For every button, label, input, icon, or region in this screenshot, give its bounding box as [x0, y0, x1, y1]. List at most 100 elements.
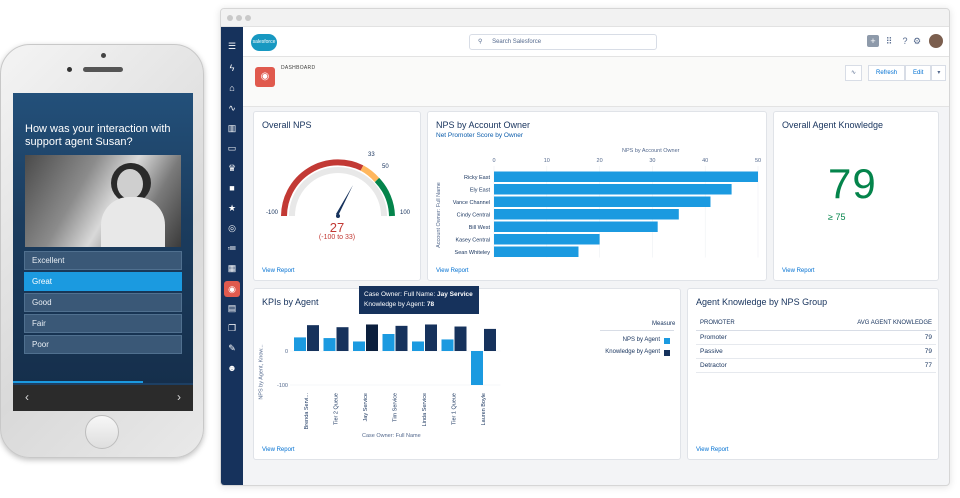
plus-icon[interactable]: +	[867, 35, 879, 47]
window-minimize-dot[interactable]	[236, 15, 242, 21]
photo-body	[101, 197, 165, 247]
window-maximize-dot[interactable]	[245, 15, 251, 21]
nps-value: 27	[329, 220, 345, 235]
option-great[interactable]: Great	[24, 272, 182, 291]
gauge-max-label: 100	[400, 210, 411, 216]
option-poor[interactable]: Poor	[24, 335, 182, 354]
chart-icon[interactable]: ▥	[227, 123, 237, 133]
x-tick-label: 10	[544, 158, 550, 164]
row-group: Passive	[700, 348, 723, 355]
window-close-dot[interactable]	[227, 15, 233, 21]
card-title: KPIs by Agent	[262, 297, 319, 307]
agent-photo	[25, 155, 181, 247]
bar-kasey-central	[494, 234, 600, 245]
survey-progress	[13, 381, 143, 383]
help-icon[interactable]: ?	[902, 36, 908, 46]
knowledge-target: ≥ 75	[828, 212, 846, 222]
gauge-band1-label: 33	[368, 152, 375, 158]
table-row[interactable]: Passive 79	[696, 345, 936, 359]
refresh-button[interactable]: Refresh	[868, 65, 906, 81]
knowledge-value: 79	[828, 160, 877, 207]
card-icon[interactable]: ▭	[227, 143, 237, 153]
phone-home-button[interactable]	[85, 415, 119, 449]
legend-swatch-knowledge	[664, 350, 670, 356]
view-report-link[interactable]: View Report	[262, 268, 295, 274]
survey-options: Excellent Great Good Fair Poor	[24, 251, 182, 356]
table-row[interactable]: Detractor 77	[696, 359, 936, 373]
gauge-min-label: -100	[266, 210, 279, 216]
card-title: Agent Knowledge by NPS Group	[696, 297, 828, 307]
category-label: Cindy Central	[457, 212, 490, 218]
calendar-icon[interactable]: ▦	[227, 263, 237, 273]
row-value: 79	[924, 348, 932, 355]
prev-arrow-icon[interactable]: ‹	[25, 390, 29, 404]
search-input[interactable]: ⚲ Search Salesforce	[469, 34, 657, 50]
col-promoter[interactable]: PROMOTER	[700, 320, 735, 326]
bar-knowledge-by-agent	[484, 328, 496, 351]
y-tick-label: 0	[285, 349, 288, 355]
chart-tooltip: Case Owner: Full Name: Jay Service Knowl…	[359, 286, 479, 314]
edit-icon[interactable]: ✎	[228, 343, 236, 353]
card-knowledge-by-nps: Agent Knowledge by NPS Group PROMOTER AV…	[687, 288, 939, 460]
dashboard-object-icon: ◉	[255, 67, 275, 87]
view-report-link[interactable]: View Report	[782, 268, 815, 274]
tooltip-owner-label: Case Owner: Full Name:	[364, 291, 437, 298]
x-tick-label: 40	[702, 158, 708, 164]
y-tick-label: -100	[277, 383, 288, 389]
next-arrow-icon[interactable]: ›	[177, 390, 181, 404]
nps-gauge	[281, 159, 395, 218]
lightning-icon[interactable]: ϟ	[229, 63, 235, 73]
bar-nps-by-agent	[471, 351, 483, 385]
bar-knowledge-by-agent	[336, 327, 349, 351]
salesforce-logo[interactable]: salesforce	[251, 34, 277, 51]
briefcase-icon[interactable]: ■	[229, 183, 235, 193]
view-report-link[interactable]: View Report	[696, 447, 729, 453]
col-avg-knowledge[interactable]: AVG AGENT KNOWLEDGE	[857, 320, 932, 326]
option-excellent[interactable]: Excellent	[24, 251, 182, 270]
x-tick-label: 50	[755, 158, 761, 164]
star-icon[interactable]: ★	[227, 203, 237, 213]
people-icon[interactable]: ☻	[227, 363, 237, 373]
settings-icon[interactable]: ⚙	[912, 36, 922, 46]
kpi-y-axis-title: NPS by Agent, Know...	[258, 344, 265, 400]
bar-knowledge-by-agent	[425, 324, 437, 351]
view-report-link[interactable]: View Report	[436, 268, 469, 274]
category-label: Vance Channel	[453, 200, 490, 206]
view-report-link[interactable]: View Report	[262, 447, 295, 453]
chevron-down-icon[interactable]: ▾	[931, 65, 947, 81]
x-tick-label: 0	[492, 158, 495, 164]
list-icon[interactable]: ≔	[227, 243, 237, 253]
chart-title: NPS by Account Owner	[622, 148, 680, 154]
clipboard-icon[interactable]: ▤	[227, 303, 237, 313]
edit-button[interactable]: Edit	[905, 65, 932, 81]
app-launcher-icon[interactable]: ⠿	[885, 36, 893, 46]
option-good[interactable]: Good	[24, 293, 182, 312]
dashboard-icon[interactable]: ◉	[224, 281, 240, 297]
home-icon[interactable]: ⌂	[229, 83, 235, 93]
copy-icon[interactable]: ❐	[227, 323, 237, 333]
pulse-button-icon[interactable]: ∿	[845, 65, 863, 81]
bar-ricky-east	[494, 171, 758, 182]
gauge-band2-label: 50	[382, 164, 389, 170]
page-object-label: DASHBOARD	[281, 65, 316, 71]
category-label: Tier 1 Queue	[452, 393, 458, 425]
bar-knowledge-by-agent	[307, 325, 319, 351]
table-row[interactable]: Promoter 79	[696, 331, 936, 345]
option-fair[interactable]: Fair	[24, 314, 182, 333]
target-icon[interactable]: ◎	[228, 223, 236, 233]
card-agent-knowledge: Overall Agent Knowledge 79 ≥ 75 View Rep…	[773, 111, 939, 281]
phone-mockup: How was your interaction with support ag…	[0, 44, 204, 458]
row-group: Promoter	[700, 334, 727, 341]
survey-question: How was your interaction with support ag…	[25, 123, 171, 148]
crown-icon[interactable]: ♛	[227, 163, 237, 173]
category-label: Jay Service	[363, 393, 369, 421]
category-label: Brenda Servi...	[304, 393, 310, 430]
pulse-icon[interactable]: ∿	[228, 103, 236, 113]
card-title: Overall Agent Knowledge	[782, 120, 884, 130]
bar-nps-by-agent	[323, 338, 336, 351]
avatar[interactable]	[929, 34, 943, 48]
search-placeholder: Search Salesforce	[492, 39, 542, 45]
menu-icon[interactable]: ☰	[227, 41, 237, 51]
tooltip-knowledge-label: Knowledge by Agent:	[364, 301, 427, 308]
nps-range: (-100 to 33)	[318, 234, 356, 241]
